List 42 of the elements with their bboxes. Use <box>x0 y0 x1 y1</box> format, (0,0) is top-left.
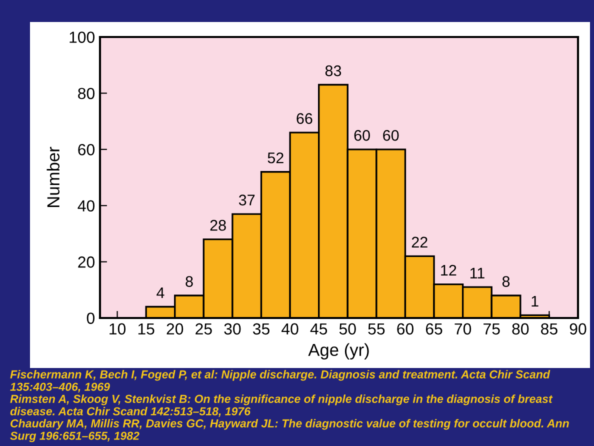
data-label: 60 <box>383 130 399 141</box>
y-tick-label: 20 <box>78 256 95 268</box>
x-tick-label: 90 <box>570 323 586 335</box>
y-tick-label: 60 <box>78 144 95 156</box>
x-tick-label: 70 <box>454 323 472 335</box>
data-label: 28 <box>210 220 226 231</box>
x-tick-label: 80 <box>512 323 529 335</box>
data-label: 66 <box>296 113 312 124</box>
data-label: 22 <box>412 236 428 248</box>
data-label: 1 <box>532 296 538 306</box>
x-tick-label: 65 <box>426 323 442 335</box>
data-label: 37 <box>238 194 255 206</box>
x-axis-title: Age (yr) <box>308 343 369 360</box>
x-tick-label: 60 <box>397 323 414 335</box>
y-tick-label: 40 <box>78 200 95 212</box>
data-label: 83 <box>325 65 342 76</box>
x-tick-label: 30 <box>224 323 241 335</box>
x-tick-label: 50 <box>339 323 356 335</box>
data-label: 52 <box>268 152 284 164</box>
x-tick-label: 85 <box>541 323 558 335</box>
x-tick-label: 25 <box>196 323 212 335</box>
data-label: 4 <box>156 288 164 298</box>
x-tick-label: 10 <box>110 323 126 335</box>
data-label: 11 <box>470 268 484 278</box>
y-tick-label: 80 <box>78 88 95 100</box>
data-label: 60 <box>354 130 370 141</box>
data-label: 8 <box>186 276 193 287</box>
text: Fischermann K, Bech I, Foged P, et al: Nipple discharge. Diagnosis and treatment. Acta Chir Scand 135:403–406, 1969 <box>10 370 550 393</box>
x-tick-label: 20 <box>166 323 184 335</box>
y-axis-title: Number <box>46 146 60 207</box>
x-tick-label: 15 <box>138 323 154 335</box>
y-tick-label: 0 <box>86 312 95 324</box>
data-label: 8 <box>502 276 510 287</box>
text: Chaudary MA, Millis RR, Davies GC, Hayward JL: The diagnostic value of testing for occult blood. Ann Surg 196:651–655, 1982 <box>10 419 569 442</box>
x-tick-label: 75 <box>484 323 500 335</box>
x-tick-label: 45 <box>310 323 328 335</box>
y-tick-label: 100 <box>70 32 95 43</box>
text: Rimsten A, Skoog V, Stenkvist B: On the significance of nipple discharge in the diagnosis of breast disease. Acta Chir Scand 142:513–518, 1976 <box>10 394 553 418</box>
x-tick-label: 40 <box>282 323 298 335</box>
x-tick-label: 35 <box>252 323 270 335</box>
data-label: 12 <box>441 264 456 276</box>
x-tick-label: 55 <box>368 323 385 335</box>
